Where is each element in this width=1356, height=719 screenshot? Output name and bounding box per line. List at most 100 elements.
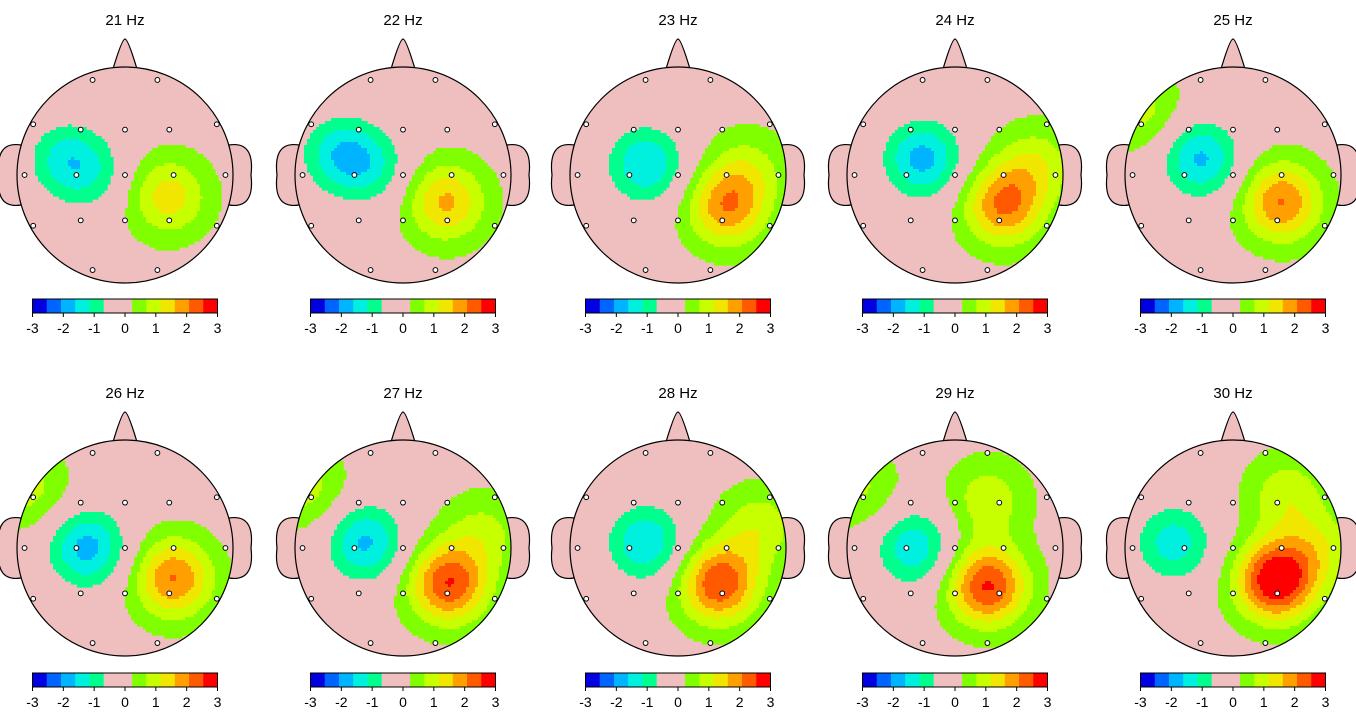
- electrode-t5: [860, 595, 867, 602]
- electrode-o1: [642, 267, 649, 273]
- electrode-t6: [766, 595, 773, 602]
- topomap-4: 24 Hz -3 -2 -1 0 1 2 3: [827, 12, 1083, 336]
- electrode-o2: [707, 267, 714, 273]
- electrode-f4: [444, 499, 451, 506]
- colorbar-tick-label: 2: [183, 320, 191, 336]
- electrode-t6: [1043, 595, 1050, 602]
- electrode-pz: [675, 590, 681, 597]
- electrode-c4: [448, 545, 455, 551]
- colorbar-swatch: [1197, 673, 1213, 687]
- colorbar-swatch: [146, 673, 161, 687]
- colorbar-swatch: [46, 673, 62, 687]
- electrode-t3: [1129, 172, 1136, 178]
- left-ear: [1105, 516, 1130, 580]
- amplitude-field: [609, 479, 786, 645]
- colorbar-swatch: [947, 673, 963, 687]
- colorbar-swatch: [919, 673, 935, 687]
- head-outline: [846, 439, 1064, 657]
- electrode-o2: [1262, 640, 1269, 646]
- colorbar-swatch: [727, 299, 743, 313]
- electrode-f4: [444, 126, 451, 133]
- electrode-o1: [919, 640, 926, 646]
- colorbar-swatch: [32, 673, 48, 687]
- head-outline: [294, 439, 512, 657]
- nose: [942, 38, 968, 70]
- colorbar-tick-label: 3: [1322, 320, 1330, 336]
- nose: [942, 411, 968, 443]
- right-ear: [781, 516, 806, 580]
- amplitude-field: [847, 452, 1049, 648]
- colorbar-swatch: [1004, 299, 1020, 313]
- colorbar-swatch: [742, 299, 757, 313]
- colorbar-swatch: [933, 299, 949, 313]
- topomap-2: 22 Hz -3 -2 -1 0 1 2 3: [275, 12, 531, 336]
- colorbar-tick-label: 0: [399, 694, 407, 710]
- colorbar-tick-label: 2: [736, 694, 744, 710]
- topomap-title: 30 Hz: [1213, 385, 1252, 402]
- colorbar-tick-label: -3: [856, 694, 869, 710]
- electrode-pz: [122, 590, 128, 597]
- topomap-title: 26 Hz: [105, 385, 144, 402]
- colorbar-tick-label: 0: [399, 320, 407, 336]
- colorbar-swatch: [338, 673, 354, 687]
- colorbar-tick-label: 2: [1013, 694, 1021, 710]
- left-ear: [550, 516, 575, 580]
- head-outline: [569, 66, 787, 284]
- topomap-title: 29 Hz: [935, 385, 974, 402]
- electrode-p3: [907, 590, 914, 597]
- colorbar-swatch: [990, 673, 1006, 687]
- electrode-p4: [996, 217, 1003, 224]
- colorbar-swatch: [742, 673, 757, 687]
- electrode-f3: [1185, 126, 1192, 133]
- colorbar-tick-label: 0: [951, 320, 959, 336]
- electrode-fp2: [984, 450, 991, 456]
- electrode-f3: [77, 126, 84, 133]
- left-ear: [827, 143, 852, 207]
- head-outline: [569, 439, 787, 657]
- electrode-o1: [1197, 640, 1204, 646]
- colorbar-swatch: [160, 299, 176, 313]
- electrode-c3: [73, 545, 80, 551]
- colorbar-swatch: [1282, 299, 1298, 313]
- electrode-t3: [1129, 545, 1136, 551]
- colorbar-tick-label: 2: [461, 320, 469, 336]
- colorbar-swatch: [1311, 673, 1326, 687]
- electrode-t3: [574, 172, 581, 178]
- colorbar-swatch: [117, 673, 133, 687]
- colorbar-tick-label: -2: [335, 694, 348, 710]
- colorbar-swatch: [990, 299, 1006, 313]
- colorbar-swatch: [976, 673, 991, 687]
- right-ear: [506, 143, 531, 207]
- electrode-o1: [642, 640, 649, 646]
- electrode-c4: [1278, 545, 1285, 551]
- colorbar-swatch: [656, 299, 672, 313]
- electrode-p3: [355, 590, 362, 597]
- electrode-pz: [400, 217, 406, 224]
- topomap-title: 22 Hz: [383, 12, 422, 29]
- colorbar-swatch: [585, 299, 601, 313]
- head-outline: [1124, 66, 1342, 284]
- electrode-t4: [500, 545, 507, 551]
- electrode-o2: [707, 640, 714, 646]
- colorbar-tick-label: -1: [918, 694, 931, 710]
- colorbar-swatch: [424, 299, 439, 313]
- electrode-c3: [73, 172, 80, 178]
- colorbar-swatch: [1033, 673, 1048, 687]
- colorbar-swatch: [890, 673, 906, 687]
- colorbar-swatch: [1225, 299, 1241, 313]
- colorbar-swatch: [60, 299, 76, 313]
- left-ear: [0, 143, 22, 207]
- colorbar-tick-label: -3: [579, 320, 592, 336]
- electrode-f4: [719, 499, 726, 506]
- electrode-o2: [432, 640, 439, 646]
- colorbar-swatch: [1168, 299, 1184, 313]
- electrode-fp2: [1262, 450, 1269, 456]
- colorbar-swatch: [613, 299, 629, 313]
- electrode-t6: [213, 595, 220, 602]
- electrode-fz: [675, 499, 681, 506]
- colorbar-swatch: [338, 299, 354, 313]
- electrode-c3: [903, 545, 910, 551]
- colorbar: -3 -2 -1 0 1 2 3: [26, 298, 222, 336]
- colorbar-swatch: [599, 299, 615, 313]
- electrode-p3: [630, 217, 637, 224]
